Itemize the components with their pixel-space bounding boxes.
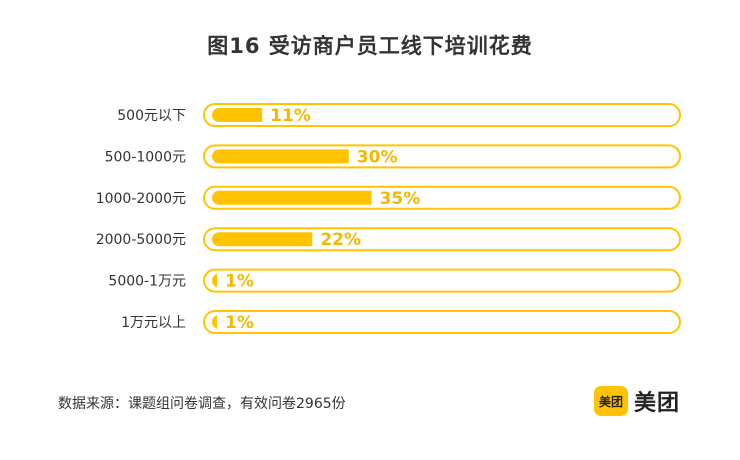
bar-track: [203, 227, 681, 252]
bar: [212, 108, 263, 122]
data-source-note: 数据来源：课题组问卷调查，有效问卷2965份: [58, 396, 346, 412]
brand-badge-icon: 美团: [594, 386, 628, 416]
category-label: 500-1000元: [105, 149, 186, 165]
category-label: 1万元以上: [121, 315, 186, 331]
bar: [212, 315, 219, 329]
bar-track: [203, 103, 681, 127]
value-label: 30%: [357, 147, 398, 167]
bar: [212, 273, 219, 288]
value-label: 35%: [380, 189, 421, 209]
category-label: 1000-2000元: [96, 191, 186, 207]
bar-track: [203, 268, 681, 293]
chart-title: 图16 受访商户员工线下培训花费: [207, 34, 533, 58]
bar: [212, 149, 349, 164]
category-label: 2000-5000元: [96, 232, 186, 248]
value-label: 11%: [270, 106, 311, 126]
value-label: 1%: [225, 313, 254, 333]
brand-logo: 美团 美团: [594, 385, 680, 417]
bar: [212, 190, 372, 205]
brand-name: 美团: [634, 391, 681, 416]
value-label: 22%: [320, 230, 361, 250]
category-label: 500元以下: [117, 108, 186, 124]
bar: [212, 232, 313, 247]
bar-track: [203, 310, 681, 334]
value-label: 1%: [225, 272, 254, 292]
category-label: 5000-1万元: [108, 274, 186, 290]
